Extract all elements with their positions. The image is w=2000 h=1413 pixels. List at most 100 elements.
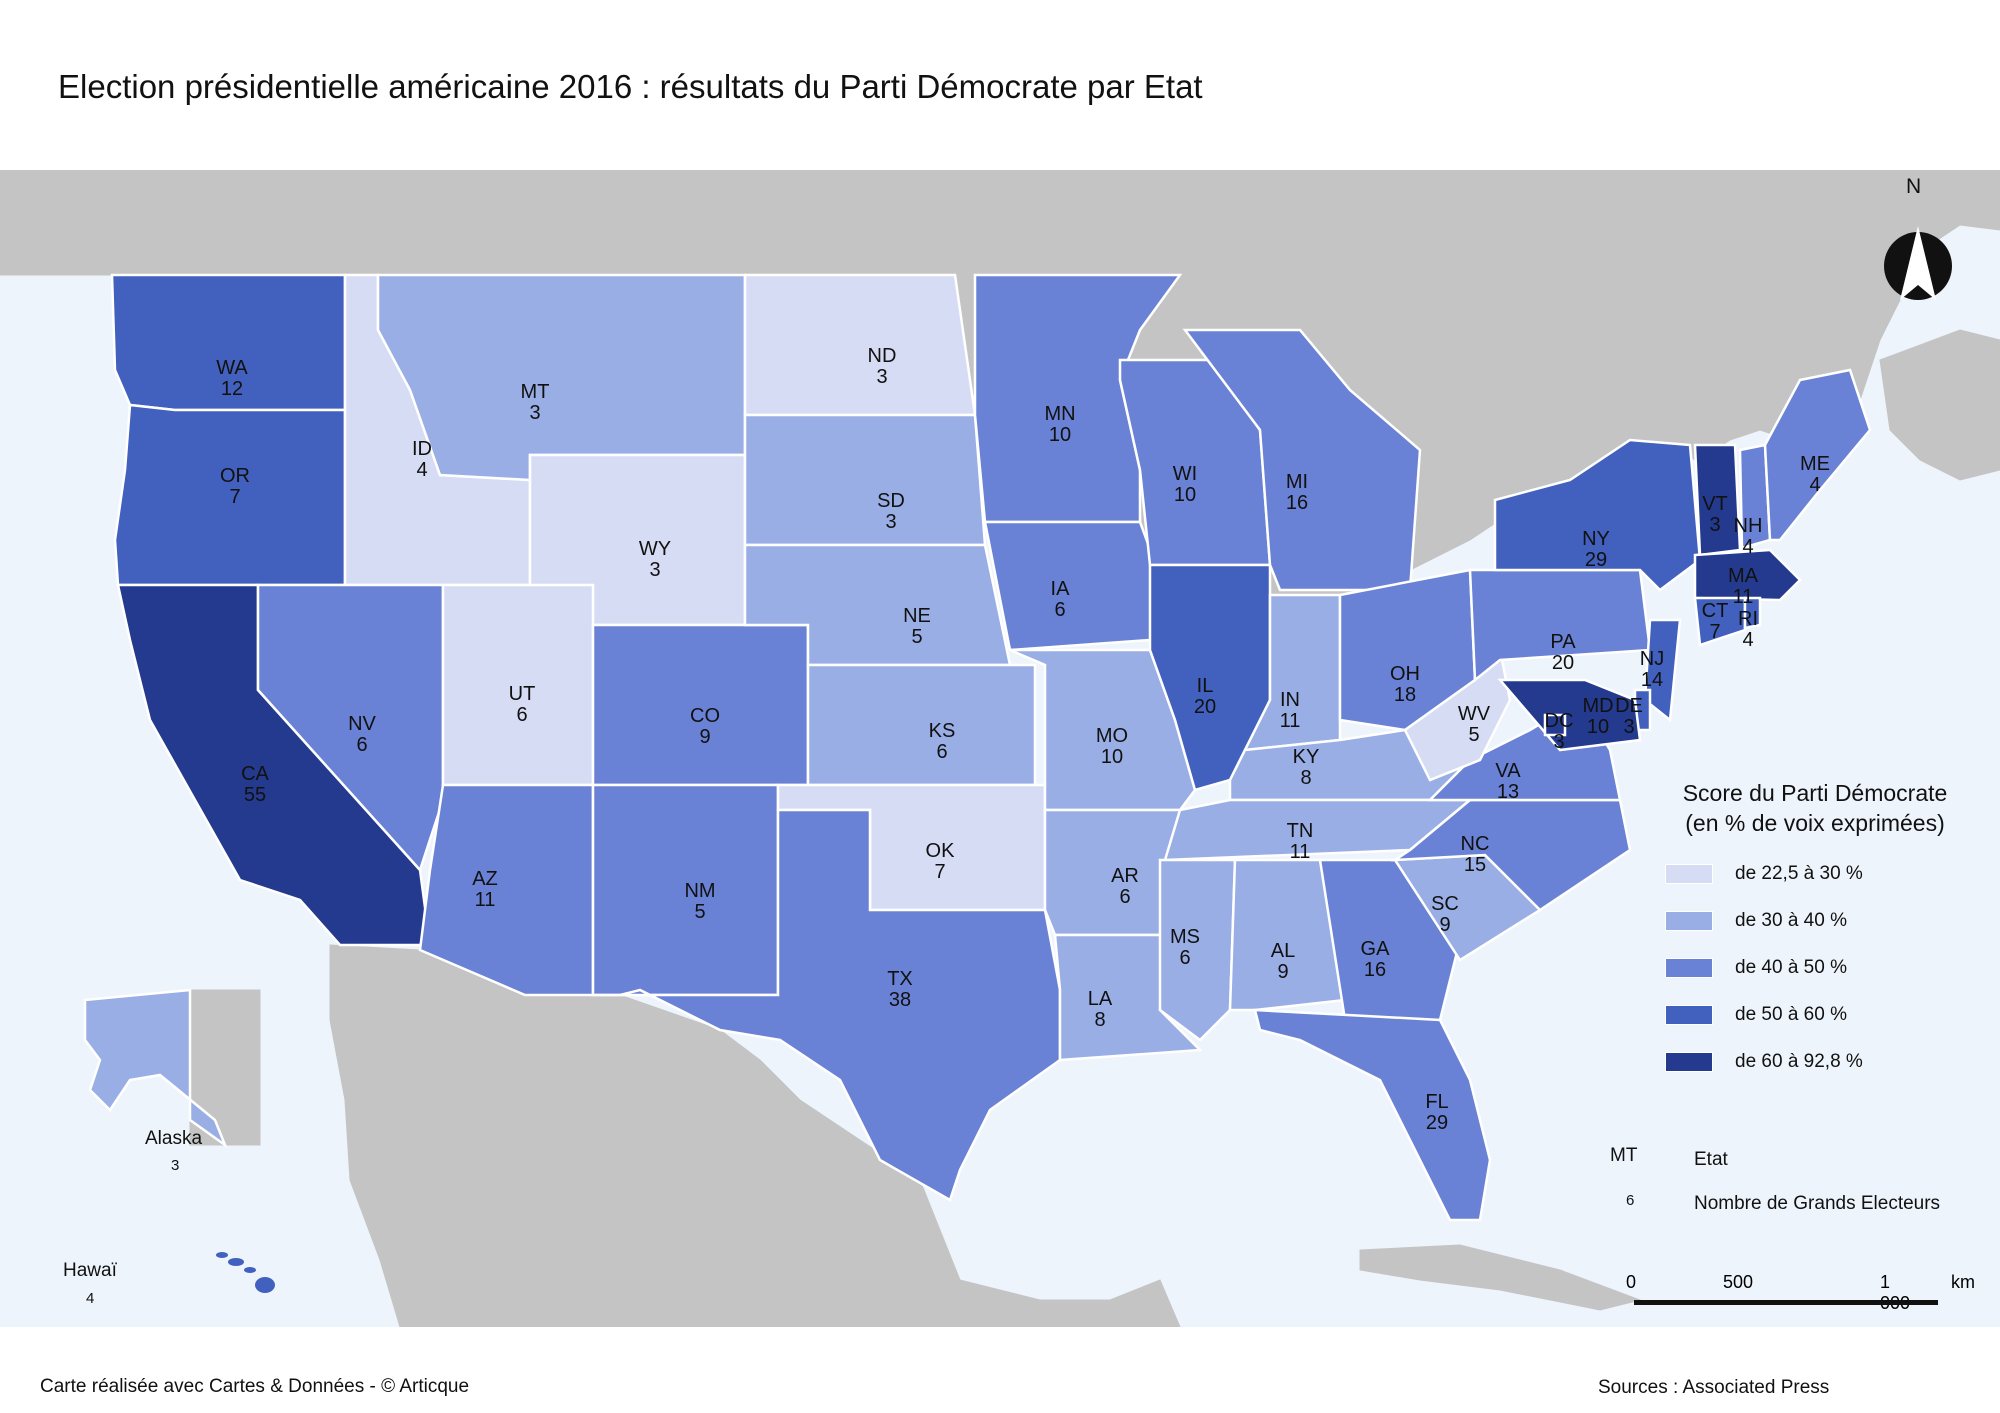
- state-mt[interactable]: [376, 273, 747, 482]
- state-electors-ks: 6: [936, 741, 947, 763]
- state-abbr-ne: NE: [903, 605, 931, 627]
- hawaii-label: Hawaï: [63, 1260, 117, 1281]
- state-ms[interactable]: [1158, 858, 1237, 1042]
- state-ma[interactable]: [1693, 548, 1802, 602]
- state-abbr-fl: FL: [1425, 1091, 1448, 1113]
- state-al[interactable]: [1228, 858, 1347, 1012]
- state-electors-wy: 3: [649, 559, 660, 581]
- legend-row: de 30 à 40 %: [1650, 897, 1980, 944]
- state-electors-nc: 15: [1464, 854, 1486, 876]
- state-electors-al: 9: [1277, 961, 1288, 983]
- hawaii-shape[interactable]: [216, 1252, 275, 1293]
- alaska-electors: 3: [171, 1157, 180, 1174]
- state-electors-ne: 5: [911, 626, 922, 648]
- state-electors-nd: 3: [876, 366, 887, 388]
- legend-swatch: [1665, 1004, 1713, 1025]
- legend-swatch: [1665, 957, 1713, 978]
- north-arrow-icon: [1884, 226, 1952, 300]
- state-electors-il: 20: [1194, 696, 1216, 718]
- state-abbr-ut: UT: [509, 683, 536, 705]
- legend-row: de 50 à 60 %: [1650, 991, 1980, 1038]
- state-fl[interactable]: [1253, 1008, 1492, 1222]
- state-abbr-nd: ND: [868, 345, 897, 367]
- state-abbr-mi: MI: [1286, 471, 1308, 493]
- state-electors-wi: 10: [1174, 484, 1196, 506]
- state-nv[interactable]: [256, 583, 445, 873]
- state-electors-de: 3: [1623, 716, 1634, 738]
- state-electors-mt: 3: [529, 402, 540, 424]
- legend-rows: de 22,5 à 30 % de 30 à 40 % de 40 à 50 % de…: [1650, 850, 1980, 1085]
- state-electors-id: 4: [416, 459, 427, 481]
- state-ia[interactable]: [983, 520, 1167, 652]
- state-tx[interactable]: [593, 808, 1062, 1202]
- state-electors-tn: 11: [1290, 841, 1311, 863]
- canada-west-coast: [0, 184, 111, 251]
- state-abbr-ca: CA: [241, 763, 269, 785]
- legend-swatch: [1665, 863, 1713, 884]
- state-electors-ut: 6: [516, 704, 527, 726]
- hawaii-electors: 4: [86, 1290, 95, 1307]
- state-electors-co: 9: [699, 726, 710, 748]
- state-abbr-ia: IA: [1051, 578, 1071, 600]
- legend-label: de 40 à 50 %: [1735, 956, 1847, 978]
- legend-row: de 60 à 92,8 %: [1650, 1038, 1980, 1085]
- mexico-land: [329, 944, 1181, 1327]
- state-abbr-va: VA: [1495, 760, 1521, 782]
- state-me[interactable]: [1763, 368, 1872, 542]
- state-abbr-in: IN: [1280, 689, 1300, 711]
- state-vt[interactable]: [1693, 443, 1742, 557]
- state-abbr-nh: NH: [1734, 515, 1763, 537]
- key-example-number: 6: [1626, 1192, 1635, 1209]
- labels-layer: WA12OR7CA55ID4NV6MT3WY3UT6AZ11CO9NM5ND3S…: [216, 345, 1830, 1134]
- state-electors-ma: 11: [1733, 586, 1754, 608]
- state-abbr-al: AL: [1271, 940, 1295, 962]
- state-abbr-co: CO: [690, 705, 720, 727]
- state-electors-ri: 4: [1742, 629, 1753, 651]
- legend-label: de 50 à 60 %: [1735, 1003, 1847, 1025]
- state-ct[interactable]: [1693, 596, 1747, 647]
- state-electors-in: 11: [1280, 710, 1301, 732]
- state-electors-va: 13: [1497, 781, 1519, 803]
- state-abbr-nv: NV: [348, 713, 376, 735]
- legend-title-line1: Score du Parti Démocrate: [1682, 780, 1948, 806]
- alaska-label: Alaska: [145, 1128, 203, 1149]
- state-electors-vt: 3: [1709, 514, 1720, 536]
- state-nd[interactable]: [743, 273, 977, 417]
- cuba-land: [1359, 1244, 1642, 1311]
- state-abbr-dc: DC: [1545, 710, 1574, 732]
- state-ks[interactable]: [806, 663, 1037, 787]
- states-layer: [110, 273, 1872, 1222]
- state-electors-mi: 16: [1286, 492, 1308, 514]
- state-abbr-ga: GA: [1361, 938, 1391, 960]
- state-ri[interactable]: [1743, 596, 1762, 630]
- state-abbr-wy: WY: [639, 538, 671, 560]
- alaska-shape[interactable]: [83, 988, 228, 1149]
- state-abbr-wi: WI: [1173, 463, 1197, 485]
- state-il[interactable]: [1148, 563, 1272, 792]
- state-abbr-me: ME: [1800, 453, 1830, 475]
- legend: Score du Parti Démocrate (en % de voix e…: [1650, 778, 1980, 1085]
- legend-swatch: [1665, 1051, 1713, 1072]
- legend-title-line2: (en % de voix exprimées): [1685, 810, 1945, 836]
- state-abbr-nm: NM: [684, 880, 715, 902]
- state-electors-sd: 3: [885, 511, 896, 533]
- scale-tick-0: 0: [1626, 1272, 1637, 1292]
- state-md[interactable]: [1497, 678, 1642, 752]
- state-abbr-ar: AR: [1111, 865, 1139, 887]
- state-sd[interactable]: [743, 413, 987, 547]
- state-electors-ia: 6: [1054, 599, 1065, 621]
- state-abbr-vt: VT: [1702, 493, 1728, 515]
- state-dc[interactable]: [1543, 713, 1567, 737]
- scale-tick-500: 500: [1723, 1272, 1754, 1292]
- state-abbr-il: IL: [1197, 675, 1214, 697]
- state-electors-ct: 7: [1709, 621, 1720, 643]
- state-electors-md: 10: [1587, 716, 1609, 738]
- state-abbr-pa: PA: [1550, 631, 1576, 653]
- state-abbr-oh: OH: [1390, 663, 1420, 685]
- state-electors-nj: 14: [1641, 669, 1663, 691]
- state-nj[interactable]: [1643, 618, 1682, 723]
- state-abbr-de: DE: [1615, 695, 1643, 717]
- state-abbr-ct: CT: [1702, 600, 1729, 622]
- state-electors-oh: 18: [1394, 684, 1416, 706]
- state-abbr-wa: WA: [216, 357, 248, 379]
